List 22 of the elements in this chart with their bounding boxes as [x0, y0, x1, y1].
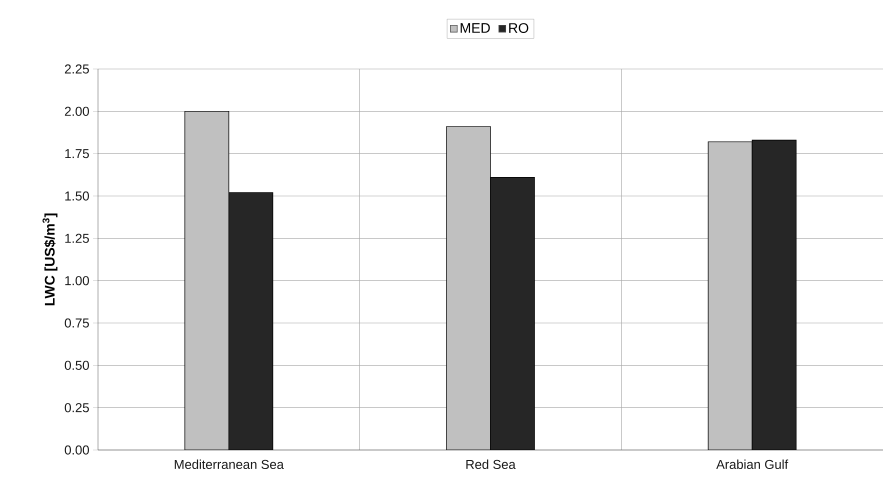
bar	[752, 140, 797, 450]
bar	[708, 141, 753, 450]
bar	[490, 177, 535, 450]
y-tick-label: 1.25	[65, 234, 89, 243]
legend-label: RO	[509, 23, 528, 33]
x-tick-label: Red Sea	[466, 460, 516, 470]
bar	[184, 110, 230, 450]
y-axis-title: LWC [US$/m$^{3}$]	[42, 214, 58, 306]
y-tick-label: 1.50	[65, 191, 89, 201]
x-tick-label: Mediterranean Sea	[174, 460, 284, 470]
y-tick-label: 1.75	[65, 149, 89, 158]
bar	[446, 126, 491, 450]
y-tick-label: 1.00	[65, 276, 89, 286]
y-tick-label: 0.25	[64, 403, 89, 412]
legend-label: MED	[460, 23, 490, 33]
bar	[228, 192, 274, 450]
y-tick-label: 0.75	[64, 318, 89, 328]
y-tick-label: 2.00	[64, 106, 89, 116]
y-tick-label: 0.00	[64, 445, 89, 455]
y-tick-label: 0.50	[64, 360, 89, 370]
y-tick-label: 2.25	[64, 64, 89, 74]
x-tick-label: Arabian Gulf	[716, 460, 788, 470]
